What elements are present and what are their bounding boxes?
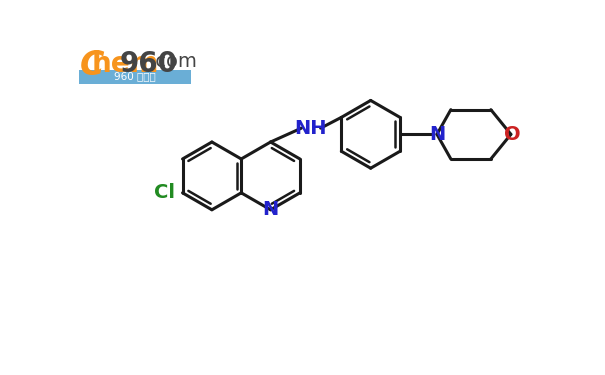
Text: Cl: Cl — [154, 183, 175, 203]
Text: N: N — [263, 200, 279, 219]
Text: 960: 960 — [119, 50, 177, 78]
Text: hem: hem — [92, 50, 159, 78]
Text: C: C — [80, 49, 105, 82]
Text: NH: NH — [295, 118, 327, 138]
Text: N: N — [429, 125, 445, 144]
Text: 960 化工网: 960 化工网 — [114, 72, 155, 82]
FancyBboxPatch shape — [79, 70, 191, 84]
Text: .com: .com — [149, 52, 197, 71]
Text: O: O — [504, 125, 521, 144]
